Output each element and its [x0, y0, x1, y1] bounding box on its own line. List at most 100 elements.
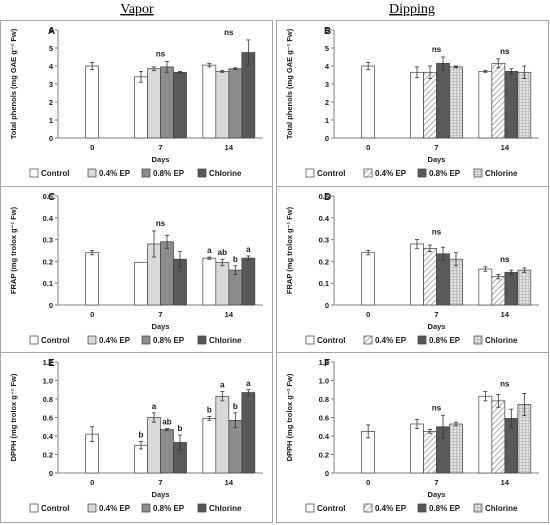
legend-swatch — [473, 503, 483, 513]
legend-label: Control — [317, 169, 345, 178]
significance-letter: b — [139, 431, 144, 440]
y-tick-label: 0.3 — [43, 236, 53, 245]
legend-swatch — [197, 168, 207, 178]
x-tick-label: 0 — [366, 143, 370, 152]
y-tick-label: 4 — [325, 62, 330, 71]
legend-label: 0.4% EP — [375, 504, 407, 513]
y-axis-label: DPPH (mg trolox g⁻¹ Fw) — [285, 373, 294, 461]
y-tick-label: 0.5 — [319, 192, 329, 201]
y-tick-label: 1.0 — [319, 377, 329, 386]
y-tick-label: 0 — [325, 469, 329, 478]
significance-letter: a — [207, 246, 212, 255]
legend-swatch — [305, 168, 315, 178]
significance-ns: ns — [432, 404, 442, 413]
significance-letter: ab — [162, 418, 171, 427]
bar — [423, 71, 437, 139]
y-tick-label: 1 — [49, 116, 53, 125]
bar — [361, 65, 376, 139]
legend-swatch — [29, 168, 39, 178]
x-tick-label: 0 — [366, 310, 370, 319]
legend-label: 0.8% EP — [153, 336, 185, 345]
bar — [449, 66, 463, 139]
bar — [436, 62, 450, 139]
significance-ns: ns — [500, 380, 510, 389]
y-tick-label: 5 — [325, 44, 329, 53]
panel-letter: B — [324, 26, 331, 37]
y-tick-label: 4 — [49, 62, 54, 71]
significance-letter: b — [233, 402, 238, 411]
legend-label: Chlorine — [209, 504, 242, 513]
legend-label: 0.8% EP — [429, 336, 461, 345]
x-axis-label: Days — [152, 490, 170, 499]
bar — [134, 262, 148, 306]
bar — [228, 419, 243, 474]
y-tick-label: 0.2 — [43, 257, 53, 266]
bar — [517, 269, 532, 306]
legend-label: Control — [317, 504, 345, 513]
bar — [202, 418, 217, 474]
x-tick-label: 0 — [366, 478, 370, 487]
y-tick-label: 0.4 — [43, 214, 54, 223]
y-axis-label: Total phenols (mg GAE g⁻¹ Fw) — [9, 28, 18, 139]
y-axis-label: DPPH (mg trolox g⁻¹ Fw) — [9, 373, 18, 461]
bar — [85, 252, 100, 306]
significance-ns: ns — [500, 255, 510, 264]
y-tick-label: 0.6 — [43, 414, 53, 423]
panel-letter: F — [324, 358, 330, 369]
bar — [147, 417, 161, 474]
y-tick-label: 0.8 — [43, 395, 53, 404]
x-axis-label: Days — [152, 155, 170, 164]
y-tick-label: 2 — [325, 98, 329, 107]
bar — [423, 247, 437, 306]
bar — [478, 71, 493, 139]
x-axis-label: Days — [152, 322, 170, 331]
x-tick-label: 7 — [434, 478, 438, 487]
bar — [478, 395, 493, 474]
legend-swatch — [29, 335, 39, 345]
panel-e: E 0 0.2 0.4 0.6 0.8 1.0 1.2 DPPH (mg trolox g⁻¹ … — [0, 352, 273, 523]
x-tick-label: 14 — [501, 310, 510, 319]
legend-label: 0.8% EP — [153, 169, 185, 178]
legend-swatch — [141, 168, 151, 178]
x-tick-label: 7 — [158, 310, 162, 319]
bar — [491, 276, 506, 306]
y-tick-label: 3 — [49, 80, 53, 89]
legend-swatch — [363, 335, 373, 345]
significance-ns: ns — [156, 50, 166, 59]
legend-label: Chlorine — [485, 504, 518, 513]
panel-c: C 0 0.1 0.2 0.3 0.4 0.5 FRAP (mg trolox g⁻¹ Fw)… — [0, 186, 273, 355]
y-tick-label: 0.2 — [43, 451, 53, 460]
legend-label: Chlorine — [209, 336, 242, 345]
significance-letter: a — [246, 379, 251, 388]
y-tick-label: 0.5 — [43, 192, 53, 201]
significance-letter: a — [246, 245, 251, 254]
x-axis-label: Days — [428, 490, 446, 499]
bar — [410, 243, 424, 306]
legend-swatch — [141, 335, 151, 345]
x-tick-label: 7 — [434, 310, 438, 319]
column-title-dipping: Dipping — [389, 2, 435, 17]
bar — [85, 65, 100, 139]
bar — [215, 262, 230, 306]
legend-label: Control — [317, 336, 345, 345]
legend-label: Control — [41, 504, 69, 513]
x-tick-label: 14 — [501, 143, 510, 152]
y-tick-label: 1.2 — [43, 358, 53, 367]
bar — [491, 62, 506, 139]
x-tick-label: 7 — [158, 478, 162, 487]
legend-label: 0.4% EP — [99, 336, 131, 345]
y-tick-label: 6 — [325, 26, 329, 35]
legend-swatch — [417, 335, 427, 345]
significance-letter: b — [178, 424, 183, 433]
bar — [134, 444, 148, 474]
x-tick-label: 0 — [90, 478, 94, 487]
legend-label: 0.4% EP — [375, 336, 407, 345]
legend-label: 0.4% EP — [99, 504, 131, 513]
legend-label: Chlorine — [485, 169, 518, 178]
y-tick-label: 5 — [49, 44, 53, 53]
x-tick-label: 14 — [501, 478, 510, 487]
y-tick-label: 0.4 — [319, 432, 330, 441]
legend-swatch — [87, 335, 97, 345]
y-tick-label: 0.1 — [43, 279, 53, 288]
